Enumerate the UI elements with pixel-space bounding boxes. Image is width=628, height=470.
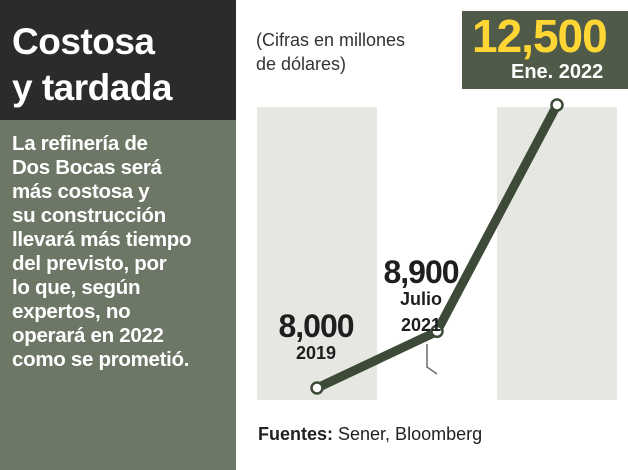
data-point bbox=[310, 381, 324, 395]
highlight-date: Ene. 2022 bbox=[511, 61, 604, 83]
description-line: del previsto, por bbox=[12, 252, 167, 275]
description-line: La refinería de bbox=[12, 132, 148, 155]
highlight-value: 12,500 bbox=[472, 10, 608, 62]
subtitle-line-2: de dólares) bbox=[256, 54, 347, 74]
label-connector bbox=[426, 344, 438, 375]
chart-subtitle: (Cifras en millones de dólares) bbox=[256, 28, 405, 76]
description-line: más costosa y bbox=[12, 180, 150, 203]
data-label: 8,000 bbox=[278, 308, 353, 344]
x-label: Julio bbox=[400, 289, 442, 309]
description-line: llevará más tiempo bbox=[12, 228, 192, 251]
data-point bbox=[430, 324, 444, 339]
source-label: Fuentes: bbox=[258, 424, 334, 444]
headline-line-2: y tardada bbox=[12, 67, 173, 108]
x-label: 2019 bbox=[296, 343, 336, 363]
description-line: como se prometió. bbox=[12, 348, 190, 371]
subtitle-line-1: (Cifras en millones bbox=[256, 30, 406, 50]
headline-panel: Costosa y tardada bbox=[0, 0, 236, 120]
background-band bbox=[497, 107, 617, 400]
description-line: lo que, según bbox=[12, 276, 141, 299]
description-panel: La refinería de Dos Bocas será más costo… bbox=[0, 120, 236, 470]
background-band bbox=[257, 107, 377, 400]
highlight-box bbox=[462, 11, 628, 89]
x-label: 2021 bbox=[401, 315, 441, 335]
description-line: su construcción bbox=[12, 204, 166, 227]
headline-line-1: Costosa bbox=[12, 21, 155, 62]
source-note: Fuentes: Sener, Bloomberg bbox=[258, 424, 482, 445]
data-label: 8,900 bbox=[383, 254, 458, 290]
data-point bbox=[550, 98, 564, 112]
description-line: operará en 2022 bbox=[12, 324, 164, 347]
description-line: expertos, no bbox=[12, 300, 131, 323]
description-line: Dos Bocas será bbox=[12, 156, 162, 179]
source-text: Sener, Bloomberg bbox=[333, 424, 483, 444]
